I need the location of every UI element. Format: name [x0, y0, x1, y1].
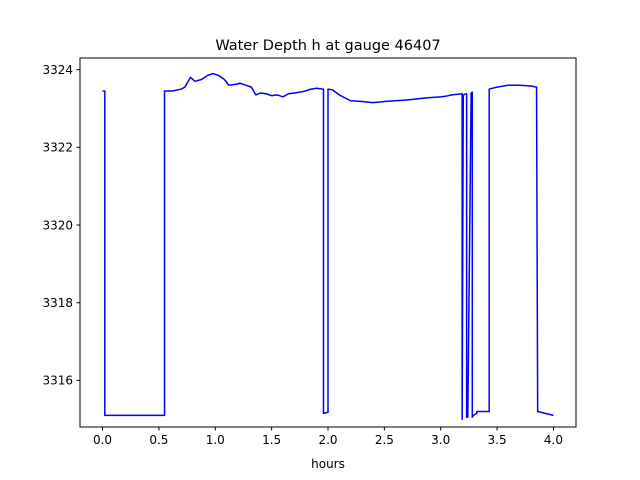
y-tick-label: 3318 [42, 296, 73, 310]
x-tick-label: 0.5 [149, 433, 168, 447]
x-tick-label: 3.5 [488, 433, 507, 447]
x-axis: 0.0 0.5 1.0 1.5 2.0 2.5 3.0 3.5 4.0 [93, 427, 563, 447]
x-tick-label: 4.0 [544, 433, 563, 447]
x-tick-label: 3.0 [431, 433, 450, 447]
plot-area [102, 72, 554, 420]
x-tick-label: 1.0 [206, 433, 225, 447]
y-axis: 3316 3318 3320 3322 3324 [42, 63, 80, 388]
y-tick-label: 3320 [42, 218, 73, 232]
series-line-0 [102, 72, 554, 420]
y-tick-label: 3316 [42, 374, 73, 388]
x-axis-label: hours [311, 457, 345, 471]
chart-title: Water Depth h at gauge 46407 [215, 38, 440, 54]
y-tick-label: 3322 [42, 141, 73, 155]
x-tick-label: 2.0 [318, 433, 337, 447]
x-tick-label: 1.5 [262, 433, 281, 447]
axes-frame [79, 57, 577, 428]
y-tick-label: 3324 [42, 63, 73, 77]
x-tick-label: 2.5 [375, 433, 394, 447]
x-tick-label: 0.0 [93, 433, 112, 447]
